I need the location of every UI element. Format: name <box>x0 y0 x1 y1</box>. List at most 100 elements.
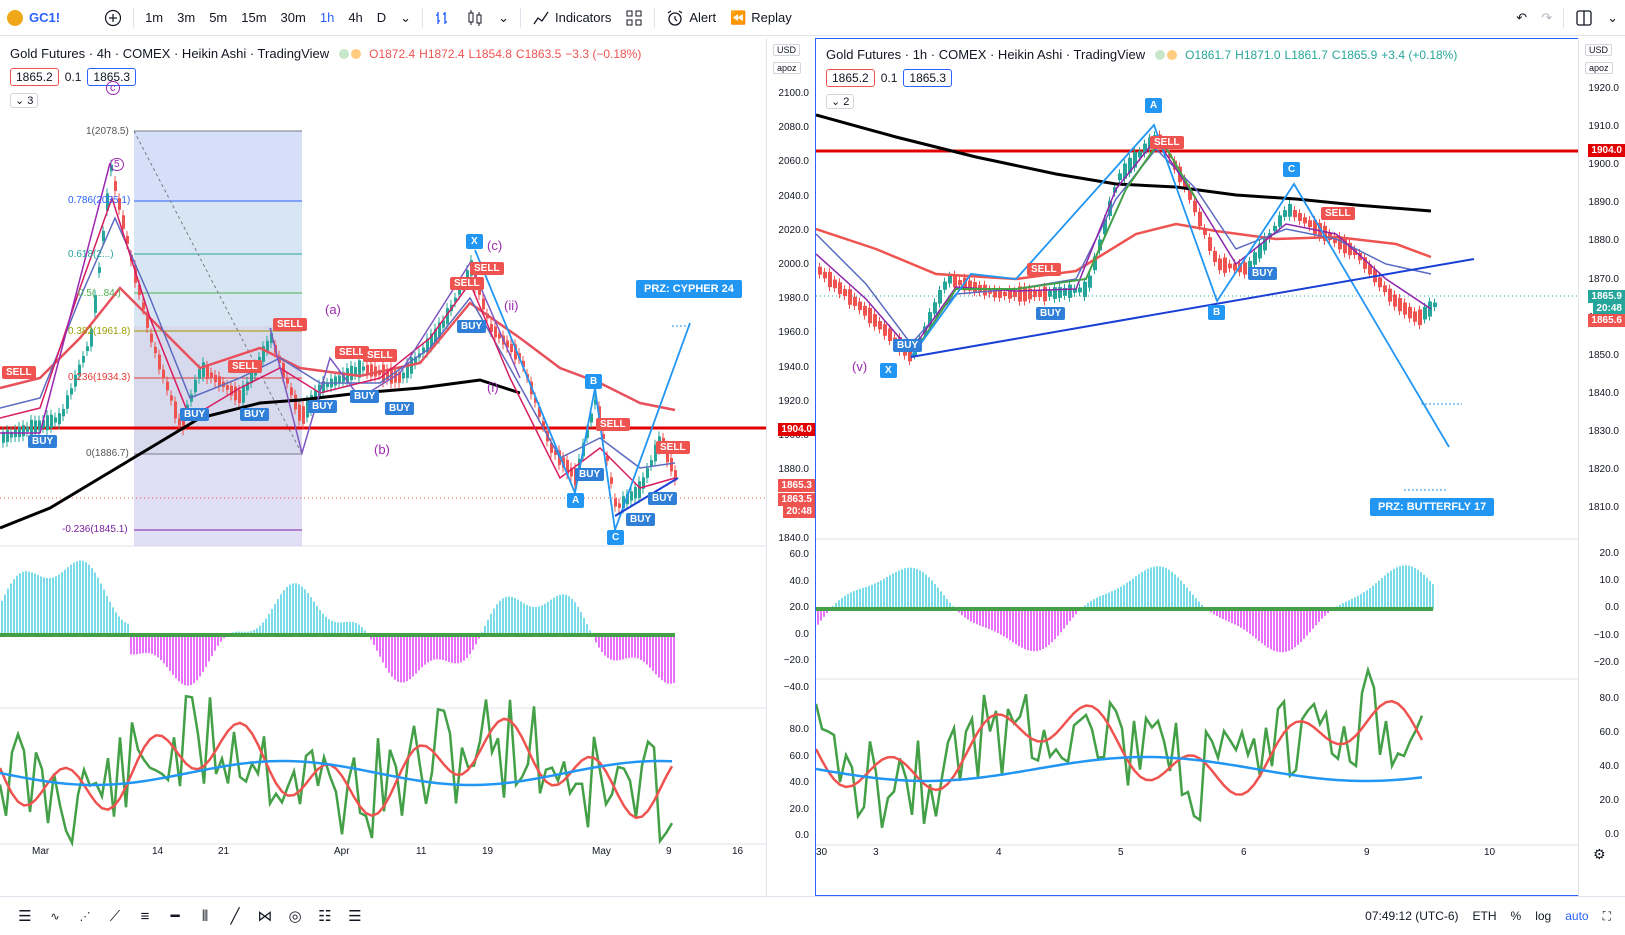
collapse-legend-button[interactable]: ⌄ 2 <box>826 94 855 109</box>
candle-body <box>478 288 481 296</box>
candle-body <box>366 364 369 375</box>
right-price-axis[interactable]: USD apoz 1920.0 1910.0 1900.0 1890.0 1880.0 1… <box>1578 38 1625 896</box>
hline-price-tag: 1904.0 <box>1588 144 1625 157</box>
pattern-icon[interactable]: ⋈ <box>257 908 273 925</box>
percent-scale-toggle[interactable]: % <box>1510 909 1522 923</box>
tf-1h[interactable]: 1h <box>319 10 335 25</box>
candle-body <box>562 457 565 468</box>
axis-tick: 40.0 <box>1599 761 1619 772</box>
candle-body <box>650 460 653 466</box>
currency-selector[interactable]: USD <box>773 44 801 56</box>
pattern-point-a: A <box>567 493 585 508</box>
pattern-point-c: C <box>607 530 625 545</box>
sliders-icon[interactable]: ☷ <box>318 908 332 925</box>
candle-body <box>1383 285 1387 293</box>
candle-body <box>833 279 837 289</box>
candle-body <box>514 344 517 360</box>
candle-body <box>586 430 589 438</box>
candle-body <box>1368 264 1372 275</box>
candle-body <box>278 355 281 363</box>
bar-style-icon[interactable] <box>427 0 459 36</box>
left-chart-pane[interactable]: Gold Futures · 4h · COMEX · Heikin Ashi … <box>0 38 766 896</box>
candle-body <box>1353 249 1357 255</box>
redo-icon[interactable]: ↷ <box>1541 9 1553 25</box>
replay-button[interactable]: ⏪ Replay <box>723 0 799 36</box>
undo-icon[interactable]: ↶ <box>1516 9 1528 25</box>
ray-icon[interactable]: ╱ <box>230 908 240 925</box>
add-symbol-icon[interactable] <box>97 0 129 36</box>
left-chart-canvas[interactable] <box>0 38 766 896</box>
last-price-tag: 1865.9 <box>1588 290 1625 303</box>
indicators-label: Indicators <box>554 10 612 25</box>
ask-badge[interactable]: 1865.3 <box>903 69 953 87</box>
settings-gear-icon[interactable]: ⚙ <box>1593 846 1606 862</box>
candle-body <box>86 346 89 352</box>
candle-body <box>818 266 822 275</box>
fib-label: 0.618(2...) <box>68 249 114 260</box>
divider <box>133 7 135 28</box>
axis-tick: 0.0 <box>795 830 809 841</box>
candle-body <box>674 470 677 481</box>
vertical-lines-icon[interactable]: ⦀ <box>201 907 209 925</box>
auto-scale-toggle[interactable]: auto <box>1565 909 1589 923</box>
candle-body <box>1313 219 1317 235</box>
bid-badge[interactable]: 1865.2 <box>826 69 875 87</box>
fib-retracement-icon[interactable]: ≡ <box>140 907 150 925</box>
tf-15m[interactable]: 15m <box>241 10 267 25</box>
tf-1m[interactable]: 1m <box>145 10 164 25</box>
menu-icon[interactable]: ☰ <box>18 908 32 925</box>
indicators-button[interactable]: Indicators <box>525 0 618 36</box>
tf-5m[interactable]: 5m <box>209 10 228 25</box>
candle-body <box>458 289 461 295</box>
tf-d[interactable]: D <box>376 10 387 25</box>
tf-4h[interactable]: 4h <box>348 10 363 25</box>
candle-body <box>26 426 29 432</box>
countdown-tag: 20:48 <box>1593 302 1625 315</box>
candle-body <box>570 467 573 477</box>
right-chart-canvas[interactable] <box>816 39 1624 895</box>
left-price-axis[interactable]: USD apoz 2100.0 2080.0 2060.0 2040.0 2020.0 2… <box>766 38 815 896</box>
elliott-impulse-icon[interactable]: ⋰ <box>79 910 91 923</box>
spiral-icon[interactable]: ◎ <box>288 908 302 925</box>
symbol-search[interactable]: GC1! <box>0 0 67 36</box>
candle-body <box>506 340 509 348</box>
templates-icon[interactable] <box>618 0 650 36</box>
trend-line-icon[interactable]: ⟋ <box>109 907 121 925</box>
right-chart-pane[interactable]: Gold Futures · 1h · COMEX · Heikin Ashi … <box>815 38 1625 896</box>
elliott-abc-icon[interactable]: ∿ <box>50 910 60 923</box>
currency-selector[interactable]: USD <box>1585 44 1613 56</box>
axis-tick: 0.0 <box>1605 829 1619 840</box>
layout-icon[interactable] <box>1568 0 1600 36</box>
chevron-down-icon[interactable]: ⌄ <box>1607 9 1618 25</box>
candle-body <box>510 343 513 353</box>
fib-label: 1(2078.5) <box>86 126 129 137</box>
scale-mode-selector[interactable]: apoz <box>773 62 801 74</box>
candle-body <box>670 457 673 472</box>
candle-body <box>74 374 77 387</box>
alert-button[interactable]: Alert <box>659 0 723 36</box>
horizontal-line-icon[interactable]: ━ <box>170 908 180 925</box>
scale-mode-selector[interactable]: apoz <box>1585 62 1613 74</box>
tf-30m[interactable]: 30m <box>280 10 306 25</box>
chevron-down-icon[interactable]: ⌄ <box>498 9 509 25</box>
candle-body <box>610 477 613 484</box>
axis-tick: 20.0 <box>789 803 809 815</box>
sell-signal: SELL <box>1150 136 1184 149</box>
candle-body <box>968 280 972 291</box>
candles-icon[interactable] <box>459 0 491 36</box>
settings-sliders-icon[interactable]: ☰ <box>348 908 362 925</box>
candle-body <box>266 340 269 352</box>
collapse-legend-button[interactable]: ⌄ 3 <box>10 93 39 108</box>
time-tick: 9 <box>1364 847 1370 858</box>
pattern-point-b: B <box>585 374 603 389</box>
chevron-down-icon[interactable]: ⌄ <box>400 9 412 25</box>
log-scale-toggle[interactable]: log <box>1535 909 1552 923</box>
bid-badge[interactable]: 1865.2 <box>10 68 59 86</box>
candle-body <box>983 284 987 296</box>
candle-body <box>442 320 445 328</box>
tf-3m[interactable]: 3m <box>177 10 196 25</box>
session-toggle[interactable]: ETH <box>1472 909 1497 923</box>
expand-icon[interactable]: ⛶ <box>1602 908 1611 923</box>
buy-signal: BUY <box>1248 267 1278 280</box>
sell-signal: SELL <box>1027 263 1061 276</box>
